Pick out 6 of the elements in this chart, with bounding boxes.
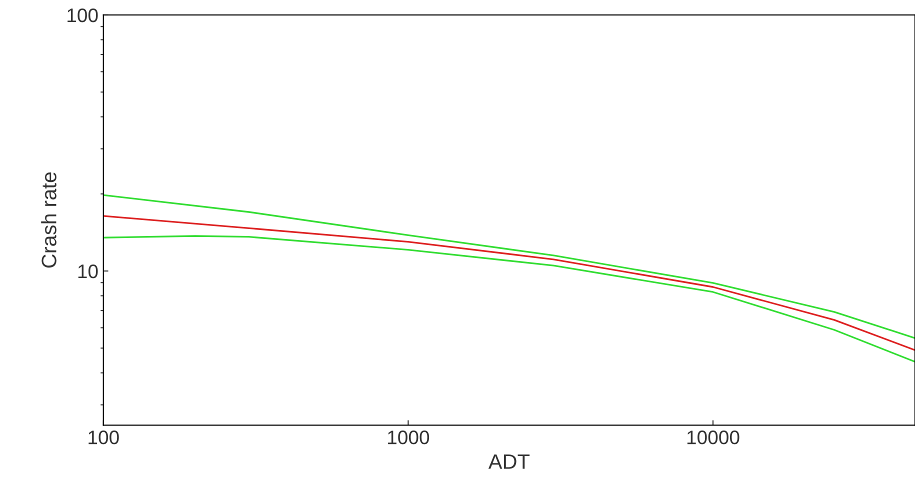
x-tick-label: 1000 [388,430,430,444]
y-axis-title: Crash rate [41,172,56,268]
y-tick-label: 10 [78,264,98,278]
x-tick-label: 10000 [687,430,740,444]
x-tick-label: 100 [88,430,119,444]
x-axis-title: ADT [488,454,530,469]
